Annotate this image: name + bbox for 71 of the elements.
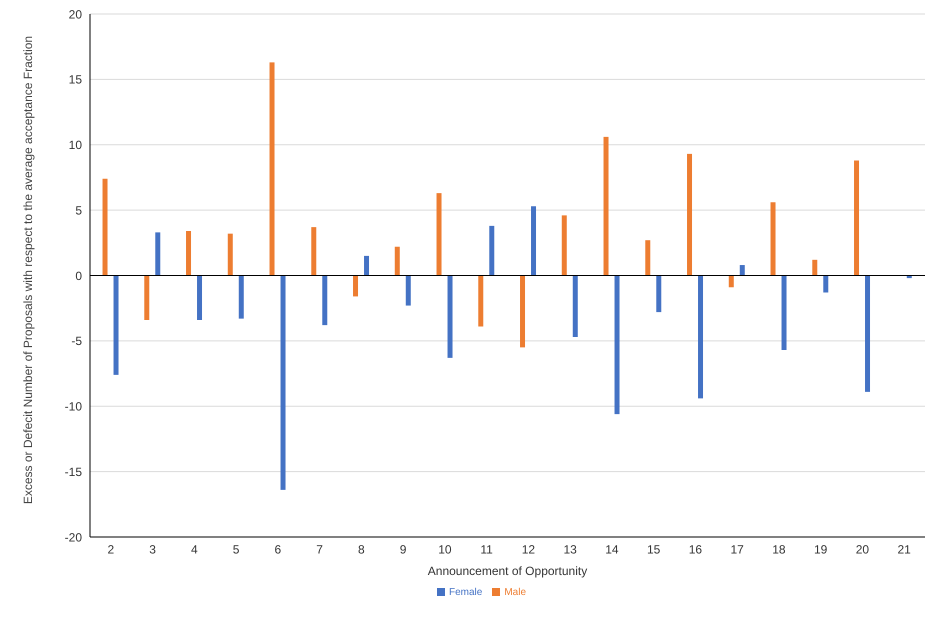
x-tick-label: 14 — [605, 542, 619, 557]
x-tick-label: 4 — [191, 542, 198, 557]
x-tick-label: 10 — [438, 542, 452, 557]
bar — [322, 276, 328, 326]
y-tick-label: 5 — [75, 203, 82, 218]
x-tick-label: 3 — [149, 542, 156, 557]
bar — [478, 276, 484, 326]
bar — [155, 232, 160, 276]
bar — [812, 260, 818, 276]
bar — [448, 276, 453, 358]
y-tick-label: -5 — [71, 334, 82, 348]
y-tick-label: 0 — [75, 268, 82, 283]
x-tick-label: 20 — [856, 542, 870, 557]
y-tick-label: 20 — [68, 7, 82, 22]
x-tick-label: 19 — [814, 542, 828, 557]
bar — [489, 226, 494, 276]
bar — [144, 276, 150, 320]
bar — [572, 276, 578, 337]
x-tick-label: 15 — [646, 542, 661, 557]
bar — [865, 276, 870, 392]
x-tick-label: 5 — [232, 542, 240, 557]
x-tick-label: 8 — [358, 542, 366, 557]
bar — [687, 154, 692, 276]
bar — [114, 276, 119, 375]
bar — [740, 265, 745, 276]
bar — [728, 276, 734, 288]
x-tick-label: 17 — [730, 542, 744, 557]
x-tick-label: 12 — [522, 542, 536, 557]
y-tick-label: -20 — [64, 530, 82, 544]
bar — [280, 276, 286, 490]
bar — [311, 227, 316, 276]
bar — [656, 276, 662, 312]
bar — [186, 231, 192, 276]
legend-label: Male — [504, 587, 526, 598]
bar — [520, 276, 526, 348]
bar — [531, 206, 536, 276]
bar — [770, 202, 776, 276]
bar — [854, 160, 860, 276]
x-tick-label: 9 — [400, 542, 407, 557]
x-axis-title: Announcement of Opportunity — [428, 564, 588, 578]
y-tick-label: 15 — [68, 72, 82, 87]
y-tick-label: -15 — [64, 464, 82, 479]
y-tick-label: -10 — [64, 400, 82, 414]
x-tick-label: 13 — [563, 542, 578, 557]
bar — [645, 240, 650, 276]
bar — [394, 246, 400, 276]
bar — [406, 276, 411, 306]
y-tick-label: 10 — [68, 138, 82, 152]
bar — [102, 178, 108, 276]
bar — [197, 276, 202, 320]
x-tick-label: 18 — [772, 542, 786, 557]
y-axis-title: Excess or Defecit Number of Proposals with respect to the average acceptance Fraction — [21, 34, 35, 506]
x-tick-label: 7 — [316, 542, 324, 557]
bar — [614, 276, 620, 414]
x-tick-label: 6 — [274, 542, 282, 557]
bar — [698, 276, 704, 398]
x-tick-label: 11 — [480, 542, 494, 557]
bar — [782, 276, 787, 350]
bar — [270, 62, 275, 276]
bar — [228, 234, 233, 276]
bar — [436, 193, 442, 276]
bar — [364, 256, 370, 276]
x-tick-label: 2 — [108, 542, 115, 557]
bar — [823, 276, 828, 292]
bar — [604, 136, 609, 276]
x-tick-label: 21 — [897, 542, 912, 557]
bar — [353, 276, 358, 296]
bar — [238, 276, 244, 319]
legend-label: Female — [448, 587, 482, 598]
bar — [562, 215, 567, 276]
x-tick-label: 16 — [688, 542, 702, 557]
